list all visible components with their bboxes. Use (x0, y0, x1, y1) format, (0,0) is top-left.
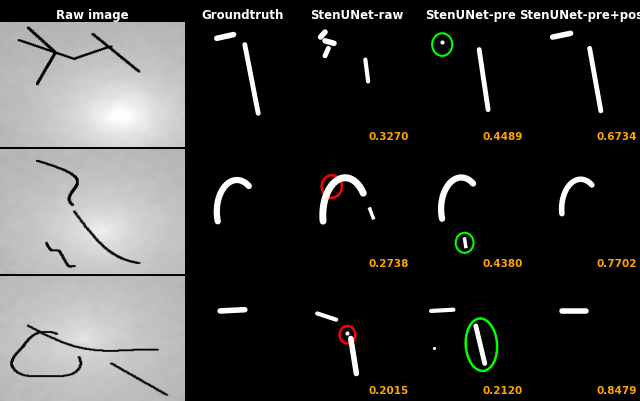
Text: 0.2015: 0.2015 (369, 386, 409, 396)
Text: 0.2738: 0.2738 (369, 259, 409, 269)
Text: 0.4380: 0.4380 (483, 259, 523, 269)
Title: StenUNet-raw: StenUNet-raw (310, 9, 403, 22)
Title: StenUNet-pre: StenUNet-pre (425, 9, 516, 22)
Title: StenUNet-pre+post: StenUNet-pre+post (519, 9, 640, 22)
Title: Raw image: Raw image (56, 9, 129, 22)
Text: 0.4489: 0.4489 (483, 132, 523, 142)
Text: 0.6734: 0.6734 (596, 132, 637, 142)
Text: 0.2120: 0.2120 (483, 386, 523, 396)
Text: 0.8479: 0.8479 (596, 386, 637, 396)
Text: 0.7702: 0.7702 (596, 259, 637, 269)
Text: 0.3270: 0.3270 (369, 132, 409, 142)
Title: Groundtruth: Groundtruth (202, 9, 284, 22)
